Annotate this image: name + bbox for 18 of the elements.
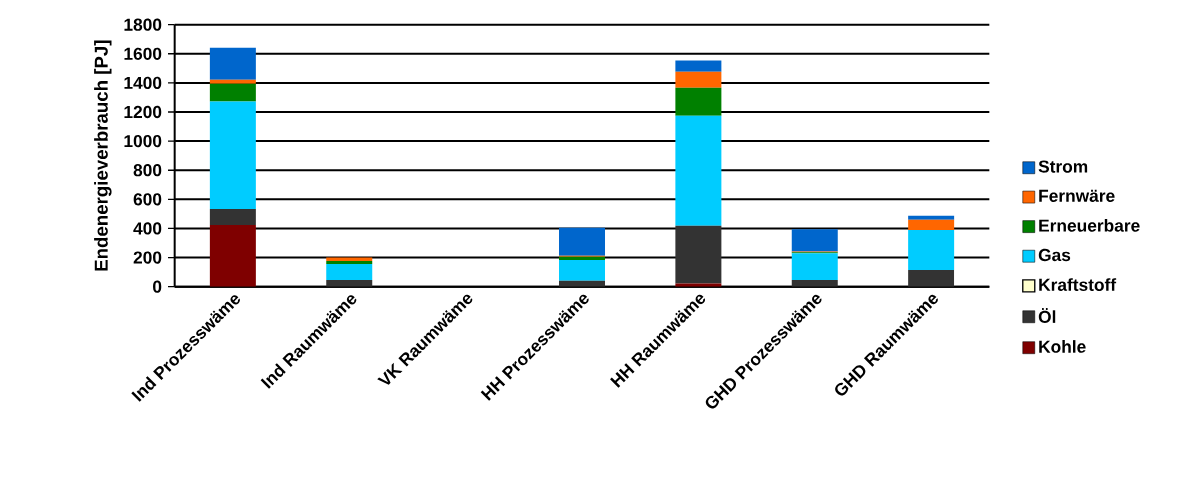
legend-label: Fernwäre — [1039, 189, 1115, 203]
y-tick-label: 1200 — [124, 106, 162, 119]
y-tick-label: 1600 — [124, 47, 162, 61]
y-tick-label: 600 — [133, 193, 162, 206]
y-tick-label: 200 — [133, 251, 162, 264]
y-axis-title: Endenergieverbrauch [PJ] — [94, 40, 112, 271]
legend-label: Kraftstoff — [1039, 278, 1117, 292]
y-tick-label: 1400 — [124, 76, 162, 90]
y-tick-label: 400 — [133, 222, 162, 235]
legend-label: Kohle — [1039, 340, 1086, 354]
y-tick-label: 1800 — [124, 18, 162, 31]
legend-label: Erneuerbare — [1039, 219, 1140, 232]
y-tick-label: 800 — [133, 164, 162, 177]
y-tick-label: 1000 — [124, 135, 162, 148]
legend-label: Öl — [1038, 308, 1056, 324]
y-tick-label: 0 — [153, 280, 162, 293]
legend-label: Strom — [1038, 160, 1088, 173]
legend-label: Gas — [1038, 249, 1071, 262]
